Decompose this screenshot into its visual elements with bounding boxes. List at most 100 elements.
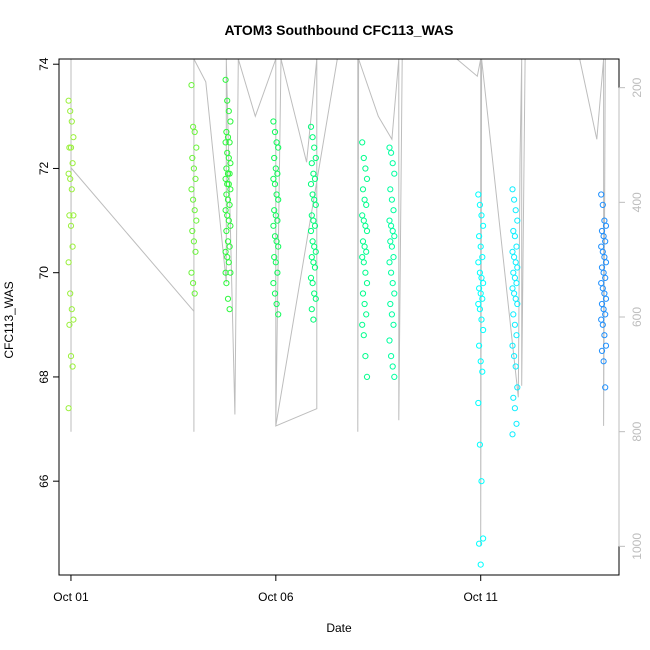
data-point: [192, 248, 199, 255]
data-point: [479, 254, 486, 261]
data-point: [514, 217, 521, 224]
y-tick-label: 68: [37, 370, 51, 384]
data-point: [602, 342, 610, 349]
data-point: [70, 212, 77, 219]
y-axis-label: CFC113_WAS: [2, 281, 16, 358]
data-point: [512, 207, 519, 214]
data-point: [311, 222, 319, 229]
data-point: [308, 160, 315, 167]
data-point: [225, 259, 232, 266]
data-point: [271, 128, 279, 136]
data-point: [478, 212, 485, 219]
data-point: [509, 431, 516, 438]
data-point: [479, 368, 486, 375]
data-point: [390, 321, 397, 328]
data-point: [387, 300, 394, 308]
data-point: [475, 300, 482, 308]
data-point: [67, 222, 75, 229]
data-point: [65, 170, 72, 177]
data-point: [477, 290, 484, 297]
data-point: [476, 233, 483, 240]
data-point: [312, 201, 319, 208]
data-point: [602, 238, 609, 245]
data-point: [274, 170, 281, 177]
data-point: [514, 300, 521, 308]
data-point: [192, 175, 199, 182]
data-point: [387, 186, 394, 193]
data-point: [308, 306, 315, 313]
data-point: [311, 264, 319, 271]
data-point: [270, 175, 277, 182]
data-point: [66, 212, 73, 219]
y-tick-label: 70: [37, 266, 51, 280]
data-point: [510, 353, 518, 360]
data-point: [307, 274, 315, 281]
right-tick-label: 400: [630, 192, 644, 212]
y-tick-label: 66: [37, 474, 51, 488]
data-point: [274, 217, 281, 224]
data-point: [193, 217, 200, 224]
data-point: [476, 269, 483, 276]
data-point: [512, 363, 519, 370]
data-point: [65, 97, 72, 104]
data-point: [477, 561, 484, 568]
data-point: [390, 254, 397, 261]
data-point: [509, 285, 516, 292]
data-point: [189, 227, 196, 235]
data-point: [601, 290, 608, 297]
data-point: [388, 149, 395, 156]
data-point: [510, 254, 518, 261]
right-axis: 200 400 600 800 1000: [618, 77, 644, 560]
y-tick-label: 74: [37, 57, 51, 71]
data-point: [476, 342, 483, 349]
data-point: [602, 222, 610, 229]
data-point: [511, 233, 519, 240]
data-point: [227, 222, 234, 229]
data-point: [271, 181, 279, 188]
data-point: [65, 259, 72, 266]
data-point: [478, 478, 485, 485]
data-point: [599, 248, 606, 255]
data-point: [227, 186, 234, 193]
data-point: [389, 363, 396, 370]
data-point: [513, 280, 520, 287]
data-point: [361, 300, 368, 308]
data-point: [387, 238, 394, 245]
data-point: [475, 399, 482, 407]
data-point: [310, 217, 317, 224]
data-point: [361, 243, 368, 250]
data-point: [510, 290, 518, 297]
data-point: [599, 321, 606, 328]
data-point: [510, 269, 517, 276]
data-point: [509, 342, 516, 349]
data-point: [389, 280, 396, 287]
data-point: [70, 316, 77, 323]
data-point: [310, 170, 317, 177]
data-point: [476, 540, 483, 547]
data-point: [226, 170, 233, 177]
data-point: [480, 326, 487, 334]
data-point: [222, 248, 229, 255]
data-point: [476, 441, 483, 448]
data-point: [513, 243, 520, 250]
data-point: [478, 316, 485, 323]
data-point: [359, 290, 367, 297]
data-point: [512, 295, 519, 302]
data-point: [190, 280, 197, 287]
data-point: [188, 186, 195, 193]
data-point: [509, 248, 516, 255]
data-point: [388, 222, 395, 229]
data-point: [226, 139, 233, 146]
data-point: [512, 259, 519, 266]
data-point: [476, 201, 483, 208]
data-point: [479, 295, 486, 302]
data-point: [598, 191, 605, 198]
data-point: [360, 259, 367, 266]
data-point: [67, 144, 75, 151]
data-point: [362, 269, 369, 276]
data-point: [311, 243, 318, 250]
data-point: [227, 118, 234, 125]
data-point: [69, 243, 76, 250]
data-point: [191, 207, 198, 214]
data-point: [390, 207, 397, 214]
